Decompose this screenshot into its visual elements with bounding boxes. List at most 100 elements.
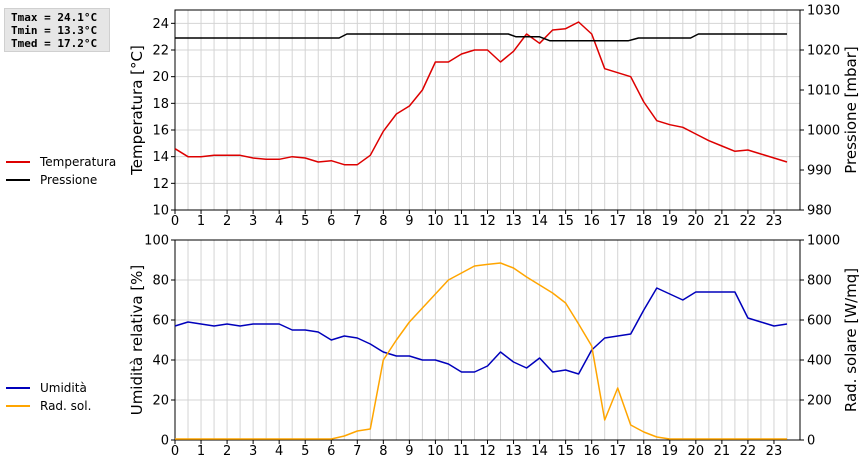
x-tick-label: 3 [249, 444, 257, 459]
series-line-rad-sol [175, 262, 787, 440]
x-tick-label: 15 [557, 214, 574, 229]
legend-item-radiation: Rad. sol. [6, 397, 91, 415]
x-tick-label: 6 [327, 214, 335, 229]
legend-label: Umidità [40, 381, 87, 395]
y-right-tick-label: 1020 [807, 44, 840, 59]
y-right-tick-label: 1000 [807, 234, 840, 249]
x-tick-label: 19 [662, 444, 679, 459]
x-tick-label: 9 [405, 444, 413, 459]
x-tick-label: 11 [453, 214, 470, 229]
y-left-tick-label: 12 [152, 177, 169, 192]
y-right-tick-label: 0 [807, 434, 815, 449]
y-left-tick-label: 0 [161, 434, 169, 449]
legend-item-temperature: Temperatura [6, 153, 116, 171]
x-tick-label: 7 [353, 444, 361, 459]
x-tick-label: 20 [688, 444, 705, 459]
legend-swatch [6, 387, 30, 389]
x-tick-label: 8 [379, 444, 387, 459]
x-tick-label: 2 [223, 214, 231, 229]
x-tick-label: 7 [353, 214, 361, 229]
y-right-tick-label: 980 [807, 204, 832, 219]
y-right-tick-label: 1030 [807, 4, 840, 19]
y-left-tick-label: 20 [152, 394, 169, 409]
x-tick-label: 1 [197, 444, 205, 459]
y-left-tick-label: 100 [144, 234, 169, 249]
y-right-tick-label: 800 [807, 274, 832, 289]
x-tick-label: 14 [531, 214, 548, 229]
x-tick-label: 22 [740, 444, 757, 459]
y-left-tick-label: 10 [152, 204, 169, 219]
y-left-tick-label: 80 [152, 274, 169, 289]
x-tick-label: 5 [301, 214, 309, 229]
y-left-tick-label: 14 [152, 150, 169, 165]
legend-label: Pressione [40, 173, 98, 187]
legend-top: Temperatura Pressione [6, 153, 116, 189]
series-line-umidit [174, 287, 788, 375]
x-tick-label: 10 [427, 444, 444, 459]
x-tick-label: 9 [405, 214, 413, 229]
legend-item-humidity: Umidità [6, 379, 91, 397]
x-tick-label: 22 [740, 214, 757, 229]
y-left-tick-label: 22 [152, 44, 169, 59]
x-tick-label: 19 [662, 214, 679, 229]
y-left-tick-label: 24 [152, 17, 169, 32]
y-left-tick-label: 60 [152, 314, 169, 329]
y-right-axis-title: Rad. solare [W/mq] [842, 268, 860, 412]
x-tick-label: 13 [505, 444, 522, 459]
x-tick-label: 0 [171, 444, 179, 459]
x-tick-label: 17 [609, 444, 626, 459]
tmed-label: Tmed = 17.2°C [11, 37, 98, 50]
y-right-tick-label: 1010 [807, 84, 840, 99]
x-tick-label: 18 [635, 214, 652, 229]
x-tick-label: 21 [714, 214, 731, 229]
x-tick-label: 18 [635, 444, 652, 459]
x-tick-label: 11 [453, 444, 470, 459]
x-tick-label: 5 [301, 444, 309, 459]
x-tick-label: 12 [479, 444, 496, 459]
x-tick-label: 13 [505, 214, 522, 229]
humidity-radiation-chart: 0 1 2 3 4 5 6 7 8 9 10 11 12 13 14 15 16 17 18 19 20 21 22 2302… [128, 234, 860, 460]
series-line-temperatura [174, 21, 788, 166]
x-tick-label: 4 [275, 214, 283, 229]
y-left-tick-label: 16 [152, 124, 169, 139]
y-left-axis-title: Temperatura [°C] [128, 45, 146, 176]
y-left-tick-label: 40 [152, 354, 169, 369]
y-right-tick-label: 200 [807, 394, 832, 409]
legend-label: Temperatura [40, 155, 117, 169]
x-tick-label: 2 [223, 444, 231, 459]
x-tick-label: 0 [171, 214, 179, 229]
legend-swatch [6, 161, 30, 163]
x-tick-label: 3 [249, 214, 257, 229]
legend-bottom: Umidità Rad. sol. [6, 379, 91, 415]
y-right-tick-label: 990 [807, 164, 832, 179]
y-left-axis-title: Umidità relativa [%] [128, 265, 146, 416]
x-tick-label: 8 [379, 214, 387, 229]
y-right-tick-label: 600 [807, 314, 832, 329]
series-line-pressione [175, 33, 787, 42]
x-tick-label: 1 [197, 214, 205, 229]
x-tick-label: 17 [609, 214, 626, 229]
x-tick-label: 12 [479, 214, 496, 229]
legend-swatch [6, 405, 30, 407]
y-right-axis-title: Pressione [mbar] [842, 46, 860, 174]
x-tick-label: 15 [557, 444, 574, 459]
x-tick-label: 10 [427, 214, 444, 229]
x-tick-label: 23 [766, 444, 783, 459]
x-tick-label: 16 [583, 214, 600, 229]
x-tick-label: 23 [766, 214, 783, 229]
x-tick-label: 4 [275, 444, 283, 459]
tmin-label: Tmin = 13.3°C [11, 24, 98, 37]
y-left-tick-label: 18 [152, 97, 169, 112]
tmax-label: Tmax = 24.1°C [11, 11, 98, 24]
x-tick-label: 6 [327, 444, 335, 459]
x-tick-label: 16 [583, 444, 600, 459]
y-right-tick-label: 400 [807, 354, 832, 369]
x-tick-label: 21 [714, 444, 731, 459]
legend-label: Rad. sol. [40, 399, 92, 413]
temp-pressure-chart: 0 1 2 3 4 5 6 7 8 9 10 11 12 13 14 15 16 17 18 19 20 21 22 2310… [128, 4, 860, 230]
x-tick-label: 20 [688, 214, 705, 229]
y-right-tick-label: 1000 [807, 124, 840, 139]
legend-swatch [6, 179, 30, 181]
y-left-tick-label: 20 [152, 70, 169, 85]
